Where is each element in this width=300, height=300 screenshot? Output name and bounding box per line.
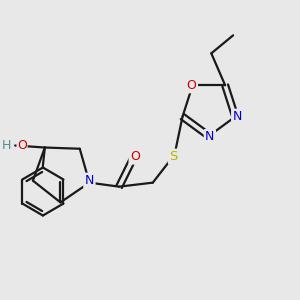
Text: O: O <box>130 150 140 163</box>
Text: N: N <box>205 130 214 143</box>
Text: O: O <box>187 79 196 92</box>
Text: N: N <box>232 110 242 123</box>
Text: H: H <box>2 139 11 152</box>
Text: S: S <box>169 150 178 163</box>
Text: N: N <box>85 174 94 187</box>
Text: O: O <box>17 139 27 152</box>
